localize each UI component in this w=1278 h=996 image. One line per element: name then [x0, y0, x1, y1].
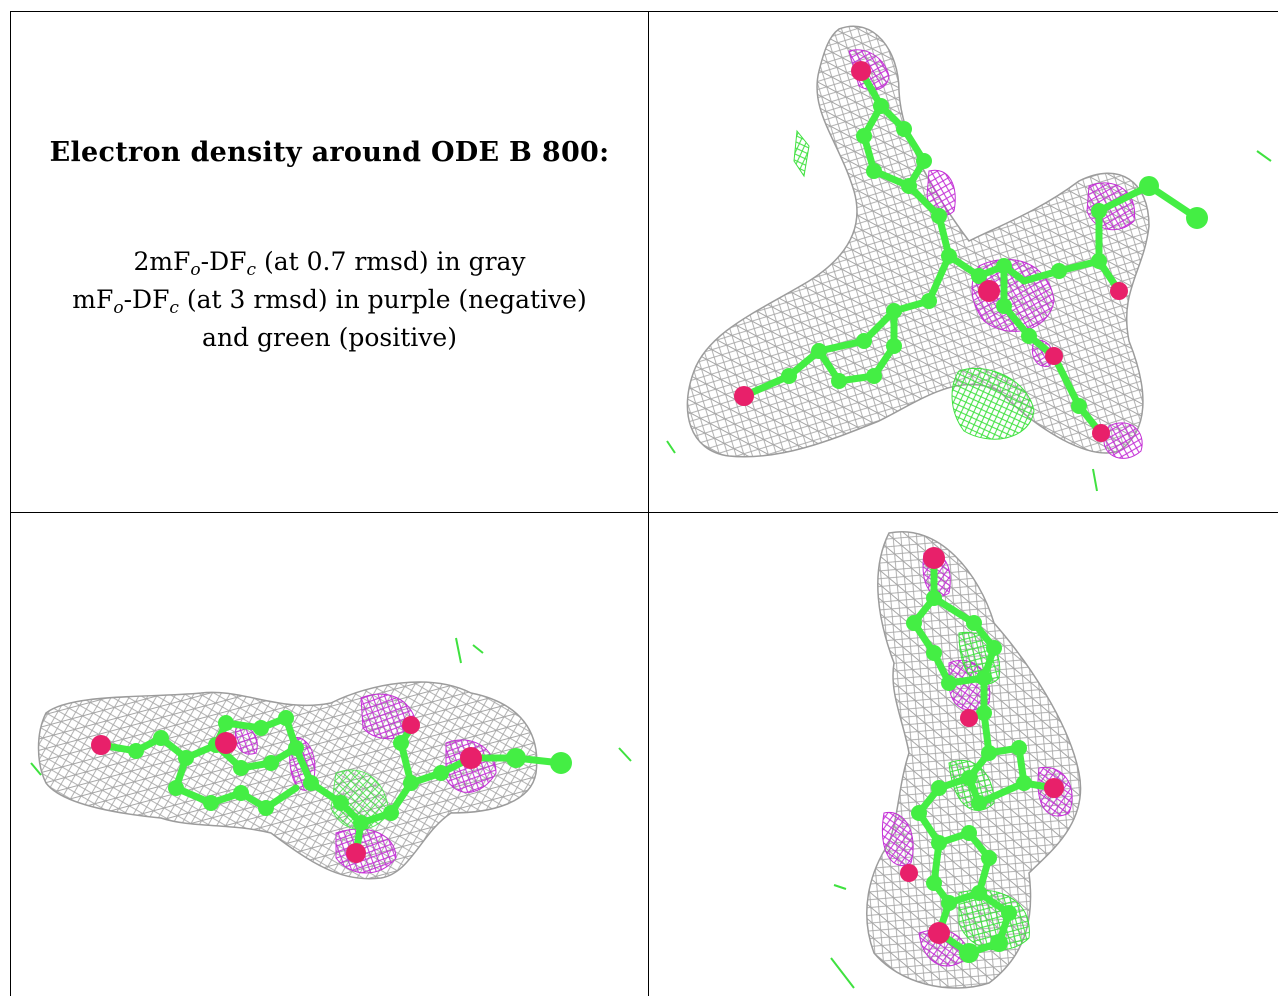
table-border-middle — [11, 512, 1278, 513]
oxygen-atoms — [900, 547, 1064, 944]
density-render-2 — [30, 637, 632, 880]
green-density-mesh — [30, 762, 42, 776]
purple-density-mesh — [881, 811, 914, 866]
green-density-mesh — [833, 884, 847, 890]
purple-density-mesh — [1103, 422, 1143, 459]
green-density-mesh — [1256, 150, 1272, 162]
density-legend: 2mFo-DFc (at 0.7 rmsd) in gray mFo-DFc (… — [11, 243, 648, 357]
carbon-atoms — [128, 710, 572, 831]
density-view-bottom-left — [11, 513, 648, 996]
green-density-mesh — [951, 367, 1035, 440]
density-view-top-right — [649, 11, 1278, 512]
oxygen-atoms — [734, 61, 1128, 442]
legend-line-positive: and green (positive) — [202, 323, 457, 352]
table-border-center — [648, 11, 649, 996]
carbon-atoms — [781, 98, 1208, 414]
density-render-3 — [830, 530, 1082, 989]
oxygen-atoms — [91, 716, 482, 863]
carbon-atoms — [906, 590, 1032, 963]
green-density-mesh — [830, 957, 855, 989]
legend-line-difference: mFo-DFc (at 3 rmsd) in purple (negative) — [72, 285, 587, 318]
caption-panel: Electron density around ODE B 800: 2mFo-… — [11, 11, 648, 512]
green-density-mesh — [618, 747, 632, 762]
figure-title: Electron density around ODE B 800: — [49, 137, 610, 168]
density-view-bottom-right — [649, 513, 1278, 996]
green-density-mesh — [958, 889, 1030, 951]
green-density-mesh — [455, 637, 484, 664]
gray-density-mesh — [866, 530, 1082, 989]
green-density-mesh — [666, 440, 676, 454]
table-border-top — [11, 11, 1278, 12]
density-render-1 — [666, 25, 1272, 492]
legend-line-gray: 2mFo-DFc (at 0.7 rmsd) in gray — [133, 247, 526, 280]
green-density-mesh — [793, 129, 810, 178]
table-border-left — [10, 11, 11, 996]
green-density-mesh — [1092, 468, 1098, 492]
